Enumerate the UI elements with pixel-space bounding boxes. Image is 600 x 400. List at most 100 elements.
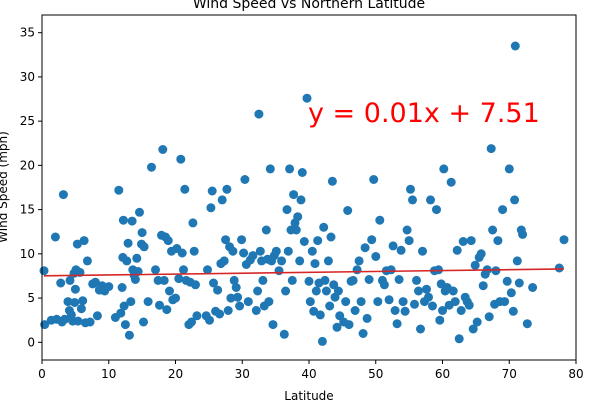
data-point [258, 275, 268, 285]
data-point [510, 41, 520, 51]
data-point [454, 334, 464, 344]
data-point [72, 239, 82, 249]
data-point [180, 184, 190, 194]
data-point [174, 274, 184, 284]
data-point [362, 313, 372, 323]
data-point [435, 315, 445, 325]
y-tick-label: 10 [20, 247, 35, 261]
data-point [206, 203, 216, 213]
data-point [116, 308, 126, 318]
regression-line [43, 268, 564, 277]
data-point [261, 225, 271, 235]
data-point [117, 283, 127, 292]
data-point [281, 286, 291, 296]
data-point [189, 246, 199, 256]
data-point [65, 275, 75, 285]
data-point [354, 256, 364, 266]
data-point [274, 266, 284, 276]
data-point [364, 275, 374, 284]
data-point [158, 145, 168, 154]
data-point [371, 252, 381, 261]
data-point [163, 236, 173, 246]
data-point [434, 265, 443, 275]
x-tick-label: 50 [368, 367, 383, 381]
data-point [228, 246, 238, 256]
data-point [226, 293, 236, 303]
data-point [310, 259, 320, 269]
data-point [350, 306, 360, 315]
data-point [239, 248, 249, 258]
data-point [299, 237, 309, 246]
data-point [56, 278, 66, 288]
data-point [478, 281, 488, 291]
data-point [268, 320, 278, 330]
data-point [243, 297, 253, 307]
y-axis-label: Wind Speed (mph) [0, 131, 10, 243]
data-point [424, 292, 433, 302]
data-point [265, 164, 275, 174]
data-point [493, 236, 503, 246]
data-point [528, 283, 538, 292]
data-point [114, 185, 124, 195]
data-point [282, 205, 292, 215]
data-point [289, 190, 299, 200]
x-tick-label: 30 [235, 367, 250, 381]
data-point [408, 195, 417, 205]
data-point [171, 293, 180, 303]
data-point [329, 280, 339, 290]
data-point [203, 265, 212, 275]
data-point [468, 324, 478, 334]
data-point [295, 256, 305, 266]
data-point [297, 168, 307, 177]
data-point [512, 256, 522, 266]
data-point [358, 329, 368, 338]
data-point [500, 297, 510, 307]
data-point [253, 286, 263, 296]
data-point [446, 177, 456, 187]
data-point [414, 286, 423, 296]
data-point [188, 218, 198, 228]
data-point [229, 275, 239, 285]
data-point [255, 246, 265, 256]
data-point [307, 246, 317, 256]
data-point [39, 266, 49, 276]
data-point [559, 235, 569, 245]
data-point [508, 306, 518, 316]
x-axis-label: Latitude [284, 389, 333, 400]
chart-title: Wind Speed vs Northern Latitude [193, 0, 425, 12]
data-point [60, 314, 70, 324]
data-point [402, 225, 412, 235]
data-point [104, 282, 114, 292]
data-point [127, 216, 137, 226]
data-point [375, 215, 385, 225]
data-point [63, 297, 73, 307]
data-point [143, 297, 153, 307]
data-point [470, 260, 480, 270]
data-point [452, 245, 462, 255]
x-tick-label: 40 [301, 367, 316, 381]
data-point [458, 237, 468, 246]
data-point [118, 215, 128, 225]
data-point [317, 336, 327, 346]
data-point [155, 300, 164, 310]
data-point [344, 320, 354, 330]
data-point [283, 246, 293, 256]
data-point [85, 317, 95, 327]
data-point [522, 319, 532, 329]
y-tick-label: 35 [20, 26, 35, 40]
data-point [70, 298, 80, 307]
data-point [130, 275, 140, 284]
data-point [400, 306, 410, 316]
data-point [488, 225, 498, 235]
data-point [326, 232, 336, 242]
data-point [92, 311, 102, 321]
data-point [327, 176, 337, 186]
data-point [438, 306, 447, 315]
data-point [133, 267, 143, 276]
data-point [76, 304, 86, 314]
data-point [491, 266, 501, 276]
data-point [502, 276, 512, 286]
data-point [343, 206, 353, 215]
data-point [191, 280, 200, 290]
